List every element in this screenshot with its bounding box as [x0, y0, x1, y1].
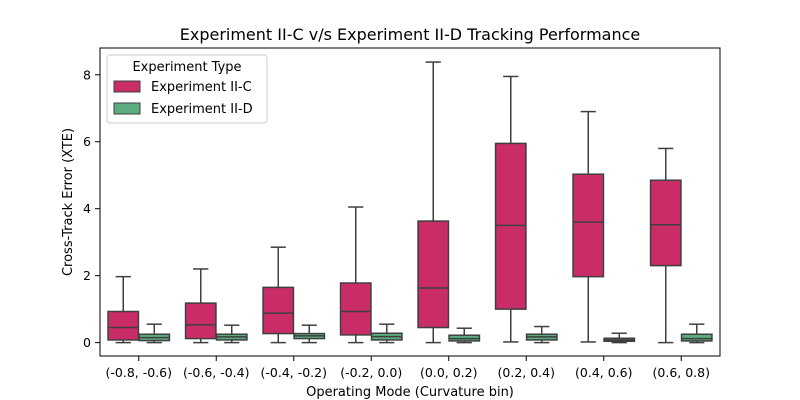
iqr-box [107, 310, 140, 341]
box-experiment-ii-c [417, 61, 450, 344]
plot-area: 0 2 4 6 8 (-0.8, -0.6) (-0.6, -0.4) (-0.4, -0.2… [83, 61, 713, 380]
iqr-box [649, 179, 682, 267]
box-experiment-ii-c [107, 275, 140, 344]
y-tick-label: 2 [83, 268, 91, 283]
y-tick-label: 4 [83, 201, 91, 216]
iqr-box [680, 333, 713, 342]
iqr-box [339, 282, 372, 336]
legend-title: Experiment Type [132, 60, 241, 75]
legend-label-experiment-ii-d: Experiment II-D [151, 102, 253, 117]
legend-swatch-experiment-ii-c [113, 80, 141, 93]
box-experiment-ii-d [138, 323, 171, 344]
iqr-box [184, 302, 217, 340]
box-experiment-ii-c [649, 147, 682, 344]
plot-frame [99, 47, 721, 357]
x-tick-label: (0.2, 0.4) [498, 365, 555, 380]
x-tick-label: (-0.4, -0.2) [261, 365, 327, 380]
legend: Experiment Type Experiment II-C Experime… [106, 54, 268, 124]
y-tick-label: 0 [83, 335, 91, 350]
x-tick-label: (0.6, 0.8) [653, 365, 710, 380]
y-tick-label: 6 [83, 134, 91, 149]
legend-frame [106, 54, 268, 124]
y-axis-label: Cross-Track Error (XTE) [61, 128, 76, 276]
x-tick-label: (-0.8, -0.6) [106, 365, 172, 380]
box-experiment-ii-d [603, 332, 636, 344]
chart-title: Experiment II-C v/s Experiment II-D Trac… [180, 25, 641, 44]
iqr-box [494, 142, 527, 310]
box-experiment-ii-d [293, 324, 326, 344]
box-experiment-ii-c [184, 268, 217, 344]
box-experiment-ii-d [370, 323, 403, 344]
x-axis-label: Operating Mode (Curvature bin) [306, 385, 514, 400]
box-experiment-ii-c [572, 110, 605, 343]
legend-label-experiment-ii-c: Experiment II-C [151, 80, 252, 95]
box-experiment-ii-d [448, 327, 481, 344]
x-tick-label: (0.0, 0.2) [420, 365, 477, 380]
box-experiment-ii-c [494, 75, 527, 343]
x-tick-label: (0.4, 0.6) [575, 365, 632, 380]
legend-swatch-experiment-ii-d [113, 102, 141, 115]
x-tick-label: (-0.6, -0.4) [183, 365, 249, 380]
iqr-box [262, 286, 295, 335]
box-experiment-ii-d [525, 325, 558, 344]
box-experiment-ii-d [680, 323, 713, 344]
box-experiment-ii-d [215, 324, 248, 344]
y-tick-label: 8 [83, 67, 91, 82]
box-experiment-ii-c [339, 206, 372, 344]
box-experiment-ii-c [262, 246, 295, 344]
iqr-box [572, 173, 605, 278]
iqr-box [417, 220, 450, 329]
x-tick-label: (-0.2, 0.0) [340, 365, 402, 380]
